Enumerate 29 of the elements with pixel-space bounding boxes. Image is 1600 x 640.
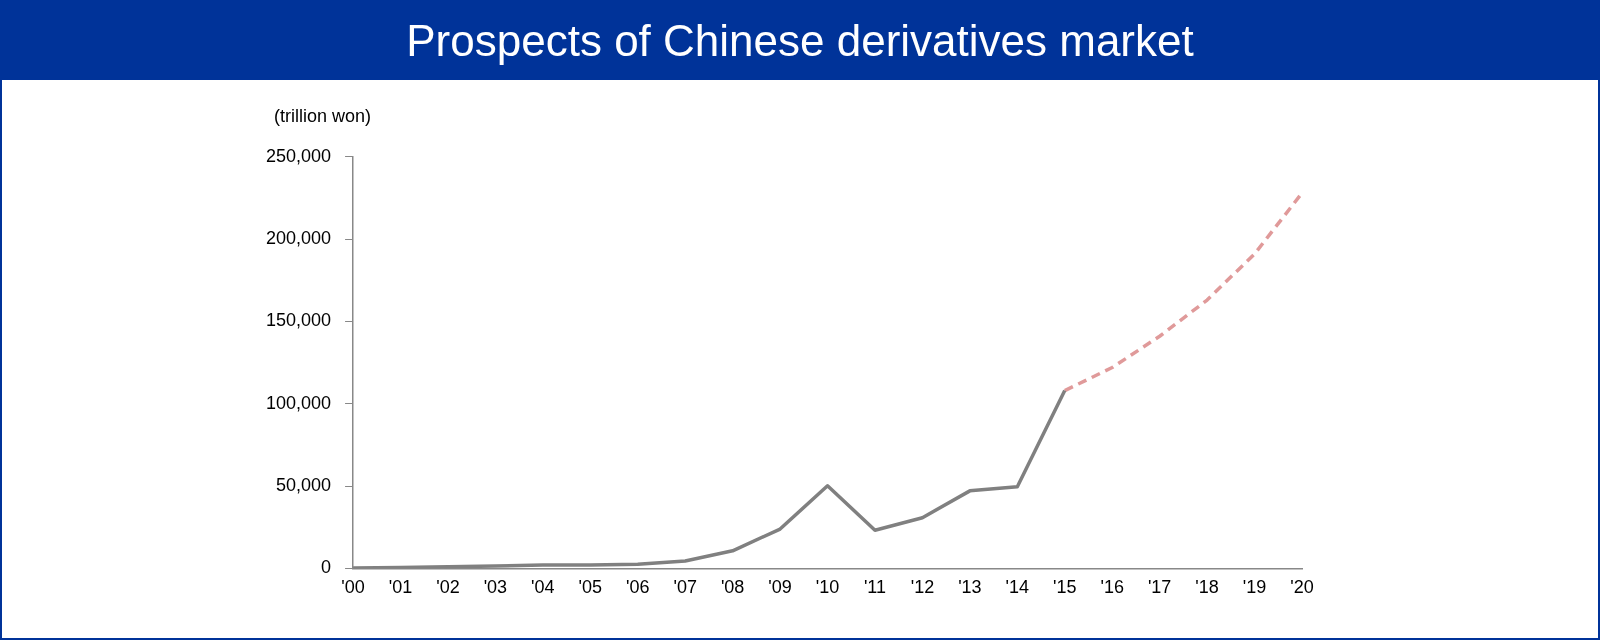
chart-title: Prospects of Chinese derivatives market (2, 2, 1598, 80)
x-tick-label: '13 (958, 577, 982, 598)
y-tick-label: 0 (321, 557, 332, 578)
x-tick-label: '18 (1195, 577, 1219, 598)
x-tick-label: '02 (436, 577, 460, 598)
x-tick-label: '03 (483, 577, 508, 598)
x-tick-label: '12 (910, 577, 935, 598)
x-tick-label: '05 (578, 577, 603, 598)
y-tick-label: 150,000 (265, 310, 332, 331)
x-tick-label: '10 (815, 577, 840, 598)
x-tick-label: '19 (1242, 577, 1267, 598)
x-tick-label: '04 (531, 577, 555, 598)
x-tick-label: '00 (341, 577, 365, 598)
x-tick-label: '15 (1053, 577, 1077, 598)
x-tick-label: '20 (1290, 577, 1314, 598)
x-tick-label: '07 (673, 577, 697, 598)
y-axis-title: (trillion won) (274, 106, 372, 127)
x-tick-label: '06 (626, 577, 650, 598)
y-tick-label: 250,000 (265, 145, 332, 166)
x-tick-label: '16 (1100, 577, 1124, 598)
y-tick-label: 200,000 (265, 228, 332, 249)
y-tick-label: 50,000 (276, 475, 332, 496)
x-tick-label: '17 (1147, 577, 1172, 598)
x-tick-label: '11 (863, 577, 887, 598)
x-tick-label: '01 (388, 577, 413, 598)
x-tick-label: '08 (720, 577, 745, 598)
x-tick-label: '09 (768, 577, 792, 598)
x-tick-label: '14 (1005, 577, 1030, 598)
y-tick-label: 100,000 (265, 392, 332, 413)
